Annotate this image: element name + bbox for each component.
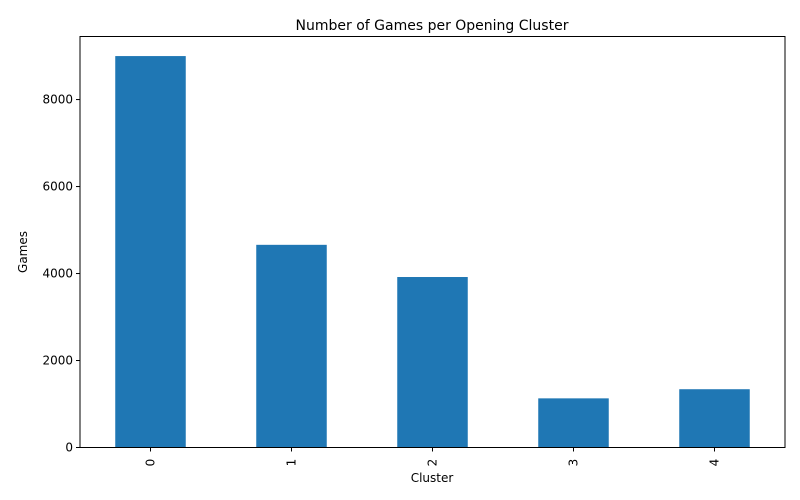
y-tick-label-4000: 4000 <box>42 267 73 281</box>
bar-cluster-2 <box>397 277 468 448</box>
y-tick-label-0: 0 <box>65 441 73 455</box>
y-tick-label-6000: 6000 <box>42 180 73 194</box>
bars-group <box>115 56 750 448</box>
y-tick-label-2000: 2000 <box>42 354 73 368</box>
x-tick-label-4: 4 <box>708 459 722 467</box>
bar-cluster-3 <box>538 398 609 448</box>
plot-frame <box>79 36 786 448</box>
x-tick-label-1: 1 <box>285 459 299 467</box>
x-axis-label: Cluster <box>411 471 454 485</box>
x-axis: 0 1 2 3 4 <box>144 447 722 467</box>
y-axis: 0 2000 4000 6000 8000 <box>42 93 80 455</box>
x-tick-label-0: 0 <box>144 459 158 467</box>
bar-cluster-0 <box>115 56 186 448</box>
x-tick-label-3: 3 <box>567 459 581 467</box>
y-axis-label: Games <box>16 231 30 273</box>
bar-cluster-1 <box>256 244 327 448</box>
chart-title: Number of Games per Opening Cluster <box>296 18 569 34</box>
bar-cluster-4 <box>679 389 750 448</box>
y-tick-label-8000: 8000 <box>42 93 73 107</box>
x-tick-label-2: 2 <box>426 459 440 467</box>
